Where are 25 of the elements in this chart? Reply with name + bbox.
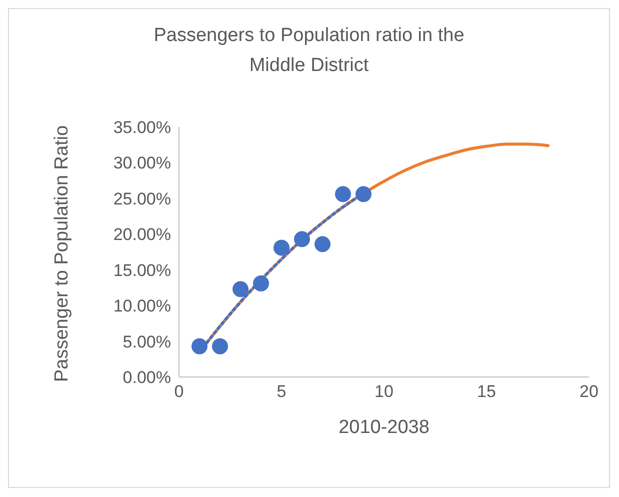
point	[232, 281, 248, 298]
y-tick-label: 35.00%	[113, 118, 171, 138]
y-tick-label: 0.00%	[122, 368, 171, 388]
point	[335, 186, 351, 202]
point	[212, 338, 228, 354]
point	[314, 236, 330, 252]
x-tick-label: 10	[374, 382, 394, 402]
point	[274, 240, 290, 256]
point	[294, 231, 310, 248]
y-tick-label: 5.00%	[122, 332, 171, 352]
y-axis-title: Passenger to Population Ratio	[52, 125, 73, 382]
y-tick-label: 15.00%	[113, 260, 171, 280]
x-tick-label: 15	[477, 382, 496, 402]
point	[253, 275, 269, 292]
point	[356, 186, 372, 202]
y-tick-label: 30.00%	[113, 154, 171, 173]
y-tick-label: 20.00%	[113, 225, 171, 244]
chart-title: Passengers to Population ratio in the Middle District	[152, 24, 466, 78]
y-tick-label: 10.00%	[113, 296, 171, 316]
x-tick-label: 0	[174, 382, 184, 402]
x-tick-label: 5	[276, 382, 286, 402]
point	[192, 338, 208, 354]
x-tick-label: 20	[580, 382, 598, 402]
x-axis-title: 2010-2038	[338, 417, 430, 438]
y-tick-label: 25.00%	[113, 189, 171, 208]
